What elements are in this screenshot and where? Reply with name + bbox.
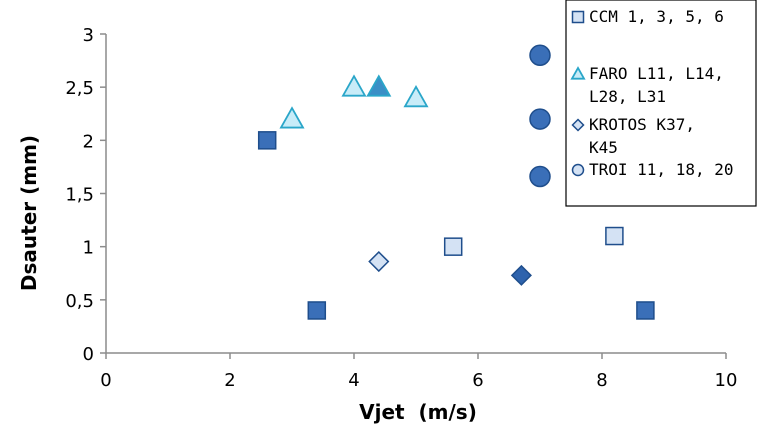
y-tick-label: 0,5 — [65, 291, 94, 312]
x-tick-label: 4 — [348, 370, 359, 391]
triangle-legend-swatch — [570, 66, 586, 80]
y-tick-label: 0 — [83, 344, 94, 365]
square-data-point — [257, 131, 277, 150]
triangle-data-point — [403, 84, 429, 108]
diamond-data-point — [368, 250, 390, 273]
axes: 0 0,5 1 1,5 2 2,5 3 0 2 4 6 8 10 — [65, 25, 737, 391]
y-tick-label: 3 — [83, 25, 94, 46]
diamond-data-point — [510, 264, 532, 286]
legend-label: L28, L31 — [589, 87, 666, 106]
square-data-point — [443, 237, 463, 256]
x-tick-label: 2 — [224, 370, 235, 391]
legend-label: CCM 1, 3, 5, 6 — [589, 7, 724, 26]
x-tick-label: 8 — [596, 370, 607, 391]
square-data-point — [605, 226, 624, 246]
y-tick-label: 2,5 — [65, 78, 94, 99]
circle-data-point — [529, 108, 551, 130]
legend-label: TROI 11, 18, 20 — [589, 160, 734, 179]
triangle-data-point — [279, 106, 305, 129]
y-tick-label: 1 — [83, 238, 94, 259]
legend: CCM 1, 3, 5, 6 FARO L11, L14, L28, L31 KROT… — [565, 0, 757, 207]
legend-label: K45 — [589, 138, 618, 157]
y-tick-label: 1,5 — [65, 185, 94, 206]
data-points — [257, 44, 655, 320]
legend-box — [565, 0, 757, 207]
x-tick-label: 10 — [715, 370, 738, 391]
triangle-data-point — [366, 74, 392, 97]
circle-data-point — [529, 165, 551, 188]
diamond-legend-swatch — [571, 118, 585, 132]
x-axis-title: Vjet (m/s) — [359, 400, 477, 424]
legend-label: KROTOS K37, — [589, 115, 695, 134]
x-tick-label: 6 — [472, 370, 483, 391]
circle-data-point — [529, 44, 551, 67]
circle-legend-swatch — [571, 163, 585, 177]
legend-label: FARO L11, L14, — [589, 64, 724, 83]
triangle-data-point — [341, 74, 367, 97]
y-axis-title: Dsauter (mm) — [17, 135, 41, 291]
x-tick-label: 0 — [100, 370, 111, 391]
square-legend-swatch — [571, 10, 585, 24]
square-data-point — [636, 301, 655, 320]
y-tick-label: 2 — [83, 131, 94, 152]
square-data-point — [307, 301, 327, 320]
